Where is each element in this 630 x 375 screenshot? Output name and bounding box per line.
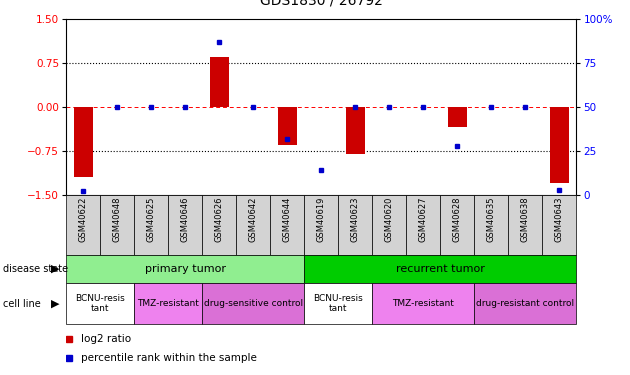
Bar [210,57,229,107]
Text: GSM40648: GSM40648 [113,197,122,242]
Bar [304,283,372,324]
Bar [202,283,304,324]
Bar [550,107,569,183]
Bar [542,195,576,255]
Bar [100,195,134,255]
Text: drug-sensitive control: drug-sensitive control [203,299,303,308]
Bar [474,195,508,255]
Text: ▶: ▶ [52,299,60,309]
Bar [372,195,406,255]
Bar [278,107,297,145]
Bar [66,195,100,255]
Bar [406,195,440,255]
Text: BCNU-resis
tant: BCNU-resis tant [76,294,125,314]
Bar [236,195,270,255]
Bar [134,195,168,255]
Bar [66,255,304,283]
Text: disease state: disease state [3,264,68,274]
Text: GSM40635: GSM40635 [487,197,496,242]
Text: TMZ-resistant: TMZ-resistant [392,299,454,308]
Text: TMZ-resistant: TMZ-resistant [137,299,199,308]
Text: GSM40625: GSM40625 [147,197,156,242]
Bar [346,107,365,154]
Text: GSM40623: GSM40623 [351,197,360,242]
Bar [168,195,202,255]
Bar [66,283,134,324]
Bar [134,283,202,324]
Bar [440,195,474,255]
Text: drug-resistant control: drug-resistant control [476,299,575,308]
Bar [474,283,576,324]
Text: GSM40619: GSM40619 [317,197,326,242]
Text: GSM40638: GSM40638 [521,197,530,242]
Text: GSM40622: GSM40622 [79,197,88,242]
Bar [338,195,372,255]
Text: GSM40644: GSM40644 [283,197,292,242]
Text: percentile rank within the sample: percentile rank within the sample [81,353,257,363]
Text: GSM40643: GSM40643 [555,197,564,242]
Text: GSM40620: GSM40620 [385,197,394,242]
Bar [448,107,467,128]
Text: GDS1830 / 26792: GDS1830 / 26792 [260,0,383,8]
Bar [304,255,576,283]
Bar [270,195,304,255]
Text: GSM40627: GSM40627 [419,197,428,242]
Bar [304,195,338,255]
Bar [372,283,474,324]
Text: primary tumor: primary tumor [145,264,226,274]
Bar [508,195,542,255]
Text: GSM40642: GSM40642 [249,197,258,242]
Bar [202,195,236,255]
Text: BCNU-resis
tant: BCNU-resis tant [314,294,363,314]
Text: recurrent tumor: recurrent tumor [396,264,485,274]
Text: GSM40626: GSM40626 [215,197,224,242]
Bar [74,107,93,177]
Text: GSM40646: GSM40646 [181,197,190,242]
Text: GSM40628: GSM40628 [453,197,462,242]
Text: cell line: cell line [3,299,41,309]
Text: ▶: ▶ [52,264,60,274]
Text: log2 ratio: log2 ratio [81,334,132,344]
